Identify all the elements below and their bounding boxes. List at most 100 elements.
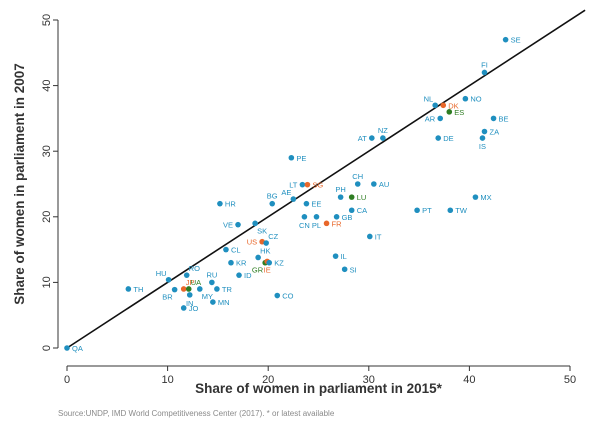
data-label-be: BE	[499, 114, 509, 123]
data-label-hk: HK	[260, 246, 270, 255]
data-point-tw	[447, 207, 454, 214]
reference-diagonal-line	[66, 9, 586, 349]
data-label-hu: HU	[156, 269, 167, 278]
data-label-jp: JP	[186, 278, 195, 287]
x-tick-label: 20	[262, 374, 274, 386]
data-label-mn: MN	[218, 298, 230, 307]
data-point-jp	[180, 286, 187, 292]
data-label-sg: SG	[312, 181, 323, 190]
y-tick-label: 0	[41, 345, 53, 351]
data-label-fi: FI	[481, 60, 488, 69]
data-point-in	[186, 292, 193, 298]
data-label-ee: EE	[311, 200, 321, 209]
data-point-bg	[269, 200, 276, 207]
data-point-id	[236, 272, 242, 278]
data-point-at	[369, 135, 375, 141]
data-label-it: IT	[375, 232, 382, 241]
data-point-dk	[440, 102, 447, 109]
data-point-ru	[209, 279, 215, 286]
data-label-my: MY	[202, 292, 213, 301]
data-point-es	[446, 109, 453, 115]
data-label-in: IN	[186, 299, 194, 308]
data-point-gb	[333, 214, 340, 220]
x-axis-title: Share of women in parliament in 2015*	[195, 381, 443, 396]
data-point-br	[171, 286, 178, 293]
data-point-pe	[288, 154, 295, 161]
data-point-ua	[185, 286, 192, 292]
data-point-de	[435, 135, 442, 141]
data-label-kz: KZ	[274, 259, 284, 268]
data-label-dk: DK	[448, 101, 458, 110]
data-point-ch	[354, 181, 361, 187]
data-point-kz	[266, 259, 273, 266]
data-point-co	[274, 292, 281, 299]
data-point-be	[490, 115, 497, 122]
data-label-es: ES	[454, 108, 464, 117]
data-label-ae: AE	[281, 188, 291, 197]
data-label-ph: PH	[335, 185, 345, 194]
source-note: Source:UNDP, IMD World Competitiveness C…	[58, 409, 335, 418]
data-point-se	[502, 36, 509, 43]
data-point-my	[196, 286, 203, 292]
data-label-ar: AR	[425, 114, 436, 123]
data-point-ph	[337, 194, 344, 200]
x-tick-label: 30	[363, 374, 375, 386]
data-point-ro	[183, 272, 190, 278]
data-label-ro: RO	[189, 264, 200, 273]
data-label-hr: HR	[225, 200, 236, 209]
data-point-cn	[301, 214, 308, 220]
data-label-ru: RU	[206, 270, 217, 279]
data-label-id: ID	[244, 271, 252, 280]
data-point-lu	[348, 194, 355, 200]
data-label-tw: TW	[455, 206, 468, 215]
data-label-no: NO	[470, 95, 481, 104]
ticks: 0 10 20 30 40 50 0 10 20 30 40 50	[41, 14, 576, 386]
data-label-lu: LU	[357, 193, 367, 202]
data-point-nl	[432, 102, 438, 109]
data-label-pe: PE	[296, 154, 306, 163]
data-point-mx	[472, 194, 479, 200]
x-tick-label: 40	[463, 374, 475, 386]
data-label-pt: PT	[422, 206, 432, 215]
y-tick-label: 50	[41, 14, 53, 26]
data-point-pl	[313, 214, 320, 220]
y-tick-label: 30	[41, 145, 53, 157]
data-label-gb: GB	[342, 213, 353, 222]
data-label-si: SI	[350, 265, 357, 274]
data-label-pl: PL	[312, 221, 321, 230]
data-point-tr	[214, 286, 220, 292]
y-tick-label: 40	[41, 79, 53, 91]
data-point-is	[479, 135, 486, 141]
data-label-cn: CN	[299, 221, 310, 230]
data-point-ar	[437, 115, 444, 122]
data-label-nl: NL	[424, 94, 434, 103]
data-point-ee	[303, 200, 310, 207]
y-tick-label: 10	[41, 276, 53, 288]
data-point-pt	[414, 207, 420, 214]
data-label-th: TH	[133, 285, 143, 294]
data-label-at: AT	[358, 134, 367, 143]
data-point-fr	[323, 220, 330, 227]
data-point-lt	[299, 181, 306, 188]
data-point-ae	[290, 196, 297, 202]
data-label-is: IS	[479, 142, 486, 151]
data-point-mn	[210, 299, 216, 305]
data-label-lt: LT	[289, 181, 298, 190]
data-label-se: SE	[511, 36, 521, 45]
data-point-fi	[481, 69, 488, 76]
data-label-de: DE	[443, 134, 453, 143]
data-label-za: ZA	[489, 128, 499, 137]
data-point-no	[462, 95, 469, 102]
data-label-ve: VE	[223, 221, 233, 230]
data-label-fr: FR	[332, 219, 343, 228]
data-label-ch: CH	[352, 172, 363, 181]
data-point-sk	[252, 220, 258, 227]
data-point-nz	[380, 135, 386, 141]
data-point-hr	[217, 200, 223, 207]
data-point-sg	[304, 181, 311, 188]
data-label-il: IL	[341, 252, 347, 261]
data-label-au: AU	[379, 180, 389, 189]
